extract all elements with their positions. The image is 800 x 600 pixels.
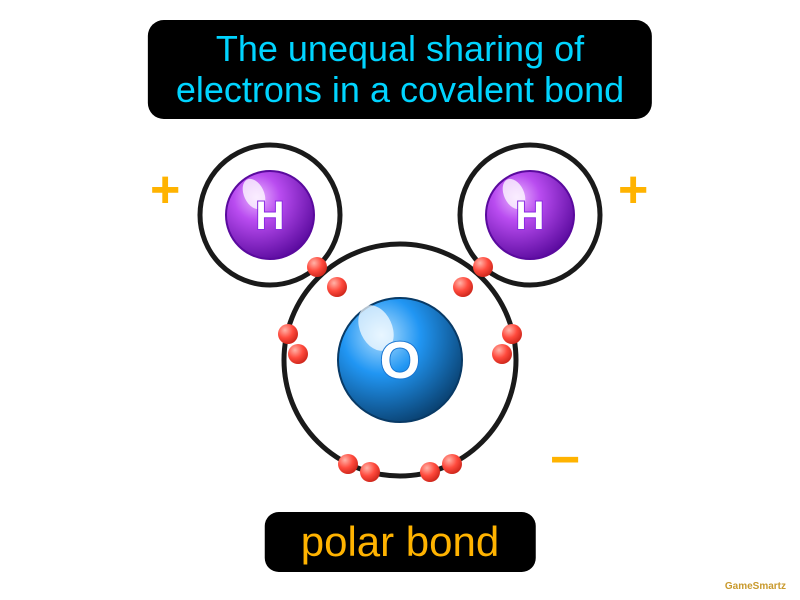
electron [420, 462, 440, 482]
electron [473, 257, 493, 277]
molecule-diagram: O H H + + − [140, 130, 660, 500]
charge-plus-right: + [618, 160, 648, 220]
definition-box: The unequal sharing of electrons in a co… [148, 20, 652, 119]
electron [502, 324, 522, 344]
term-text: polar bond [301, 518, 500, 566]
electron [492, 344, 512, 364]
hydrogen-left-label: H [256, 194, 285, 238]
electron [338, 454, 358, 474]
charge-plus-left: + [150, 160, 180, 220]
electron [288, 344, 308, 364]
definition-line2: electrons in a covalent bond [176, 69, 624, 110]
electron [442, 454, 462, 474]
electron [360, 462, 380, 482]
oxygen-label: O [380, 332, 420, 390]
term-box: polar bond [265, 512, 536, 572]
hydrogen-right-label: H [516, 194, 545, 238]
electron [307, 257, 327, 277]
molecule-svg: O H H [140, 130, 660, 500]
definition-line1: The unequal sharing of [176, 28, 624, 69]
charge-minus: − [550, 430, 580, 490]
electron [327, 277, 347, 297]
electron [453, 277, 473, 297]
electron [278, 324, 298, 344]
watermark: GameSmartz [725, 581, 786, 592]
